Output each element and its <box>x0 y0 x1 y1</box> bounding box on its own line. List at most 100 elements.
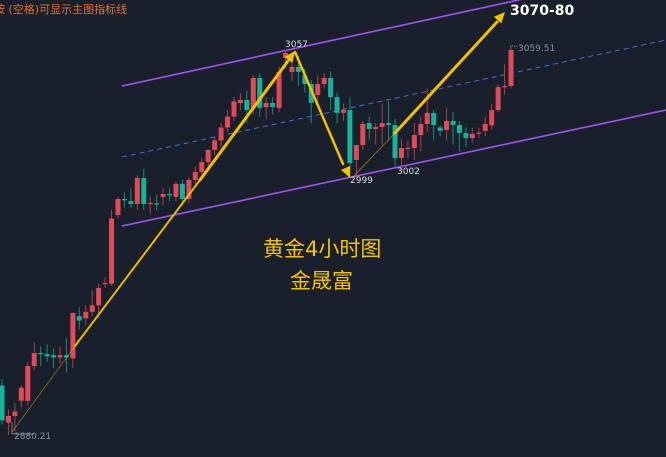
candle-body <box>489 110 495 126</box>
candle-body <box>179 183 185 200</box>
trend-arrow-line <box>293 50 345 166</box>
candle-body <box>347 110 353 164</box>
channel-upper-line <box>121 0 523 87</box>
trend-arrow-line <box>393 20 499 135</box>
candle-body <box>315 84 321 95</box>
trend-arrow-line <box>74 179 201 347</box>
candle-body <box>379 123 385 128</box>
candle-body <box>437 127 443 131</box>
channel-lower-line <box>121 109 666 227</box>
candle-body <box>237 99 243 103</box>
candle-body <box>128 201 134 205</box>
candle-body <box>392 125 398 159</box>
candle-body <box>418 123 424 136</box>
candle-body <box>450 120 456 126</box>
candle-body <box>502 86 508 88</box>
candle-body <box>89 305 95 312</box>
candle-body <box>508 50 514 87</box>
chart-author: 金晟富 <box>290 269 353 293</box>
candle-body <box>63 355 69 358</box>
candle-body <box>282 53 288 59</box>
candle-body <box>424 112 430 124</box>
candle-body <box>456 125 462 134</box>
candle-body <box>250 77 256 108</box>
candle-body <box>289 66 295 72</box>
channel-mid-line <box>121 39 666 158</box>
candle-body <box>263 102 269 108</box>
candle-body <box>205 150 211 163</box>
candle-body <box>218 127 224 141</box>
candle-body <box>334 97 340 113</box>
candle-body <box>244 99 250 111</box>
candle-body <box>360 123 366 146</box>
candle-body <box>141 177 147 205</box>
candle-body <box>276 71 282 108</box>
chart-caption: 黄金4小时图 <box>263 237 382 261</box>
candle-body <box>295 66 301 72</box>
candle-body <box>134 177 140 205</box>
candle-body <box>167 194 173 196</box>
candle-body <box>70 312 76 359</box>
candle-body <box>340 110 346 113</box>
candle-body <box>102 282 108 285</box>
candle-body <box>321 77 327 85</box>
arrow-head-icon <box>493 12 505 24</box>
candle-body <box>44 354 50 357</box>
candle-body <box>463 133 469 139</box>
candle-body <box>199 162 205 172</box>
target-label: 3070-80 <box>510 3 575 19</box>
candle-body <box>469 133 475 139</box>
low-label-3002: 3002 <box>397 167 420 177</box>
candle-body <box>353 145 359 160</box>
candle-body <box>482 123 488 131</box>
candle-body <box>192 171 198 180</box>
candle-body <box>31 353 37 367</box>
arrow-head-icon <box>284 51 295 63</box>
candle-body <box>225 116 231 128</box>
candle-body <box>398 148 404 159</box>
candle-body <box>444 120 450 131</box>
low-label-2999: 2999 <box>350 176 373 186</box>
drawings-layer <box>11 0 666 435</box>
candle-body <box>476 132 482 134</box>
trend-arrow-line <box>11 345 76 433</box>
candle-body <box>25 366 31 401</box>
candle-body <box>0 385 5 421</box>
candle-body <box>154 203 160 205</box>
candle-body <box>38 353 44 355</box>
candle-body <box>373 127 379 129</box>
candle-body <box>173 183 179 197</box>
candle-body <box>12 411 18 416</box>
candle-body <box>302 75 308 85</box>
trend-arrow-line <box>351 132 396 179</box>
candle-body <box>231 101 237 117</box>
candle-body <box>18 387 24 401</box>
candle-body <box>115 199 121 216</box>
trend-arrow-line <box>198 59 290 182</box>
arrow-head-icon <box>341 165 351 178</box>
candle-body <box>212 140 218 150</box>
range-low-marker <box>11 422 34 435</box>
candle-body <box>109 218 115 284</box>
candle-body <box>147 202 153 205</box>
candle-body <box>431 112 437 126</box>
candle-body <box>186 179 192 200</box>
candle-body <box>76 316 82 321</box>
candles-layer <box>0 46 514 436</box>
candle-body <box>308 84 314 103</box>
candle-body <box>411 135 417 149</box>
last-high-label: 3059.51 <box>518 44 555 54</box>
indicator-hint: 按 (空格)可显示主图指标线 <box>0 3 128 16</box>
candle-body <box>386 123 392 126</box>
high-label: 3057 <box>285 40 308 50</box>
candle-body <box>270 102 276 108</box>
arrows-layer <box>11 12 505 433</box>
candle-body <box>51 355 57 358</box>
candle-body <box>366 123 372 129</box>
candle-body <box>121 199 127 201</box>
candle-body <box>495 87 501 111</box>
candle-body <box>160 194 166 197</box>
candle-body <box>257 77 263 108</box>
